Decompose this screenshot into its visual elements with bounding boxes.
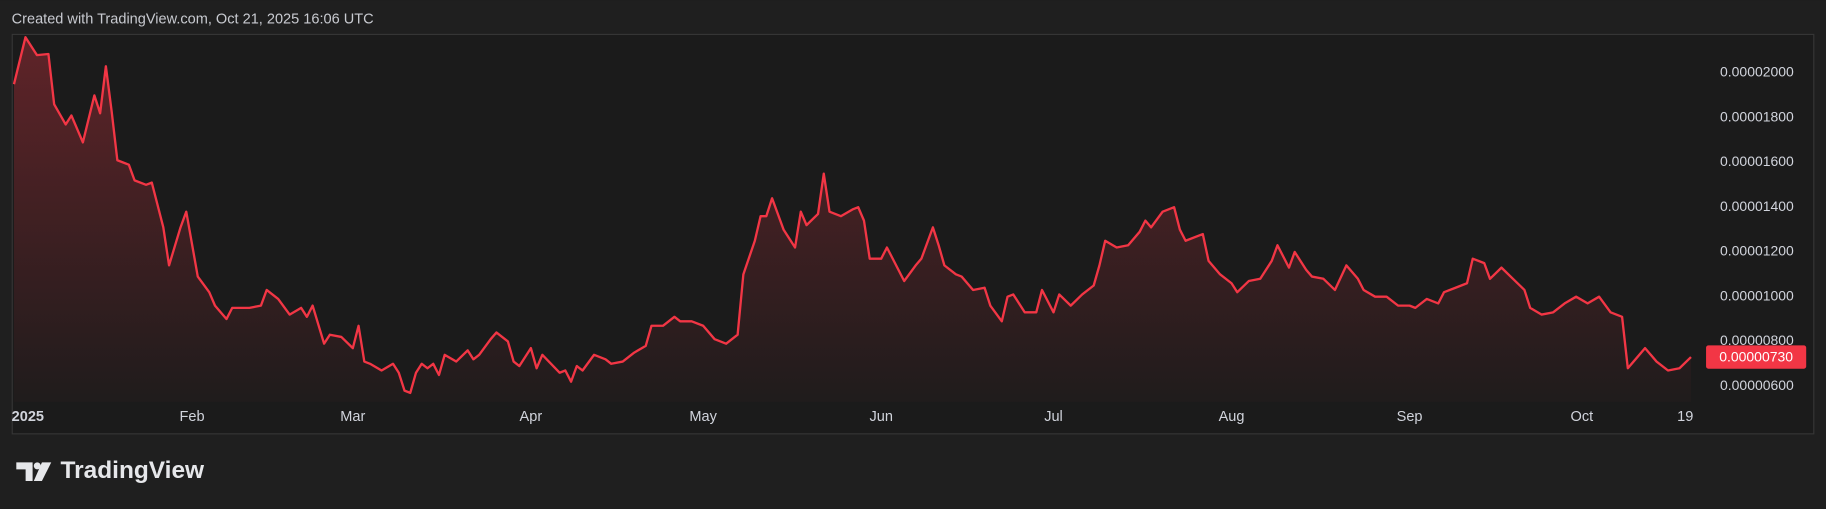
x-tick-label: Jun: [869, 409, 892, 425]
x-tick-label: May: [689, 409, 717, 425]
x-tick-label: Feb: [179, 409, 204, 425]
price-line: [12, 36, 1692, 395]
y-tick-label: 0.00000800: [1720, 332, 1794, 348]
x-tick-label: Mar: [340, 409, 365, 425]
logo-text: TradingView: [61, 457, 205, 484]
y-tick-label: 0.00001000: [1720, 287, 1794, 303]
y-tick-label: 0.00002000: [1720, 64, 1794, 80]
x-tick-label: Apr: [520, 409, 543, 425]
x-tick-label: Oct: [1571, 409, 1594, 425]
y-tick-label: 0.00001800: [1720, 108, 1794, 124]
x-tick-label: Sep: [1397, 409, 1423, 425]
x-tick-label: 19: [1677, 409, 1693, 425]
y-tick-label: 0.00001200: [1720, 243, 1794, 259]
x-tick-label: Jul: [1044, 409, 1063, 425]
x-tick-label: Aug: [1219, 409, 1245, 425]
y-tick-label: 0.00001600: [1720, 153, 1794, 169]
area-fill: [13, 37, 1691, 402]
last-price-box: [1706, 345, 1807, 369]
header-text: Created with TradingView.com, Oct 21, 20…: [12, 12, 374, 28]
last-price-label: 0.00000730: [1719, 348, 1793, 364]
y-tick-label: 0.00001400: [1720, 198, 1794, 214]
logo-icon: [16, 462, 52, 482]
x-tick-label: 2025: [12, 409, 44, 425]
y-tick-label: 0.00000600: [1720, 377, 1794, 393]
